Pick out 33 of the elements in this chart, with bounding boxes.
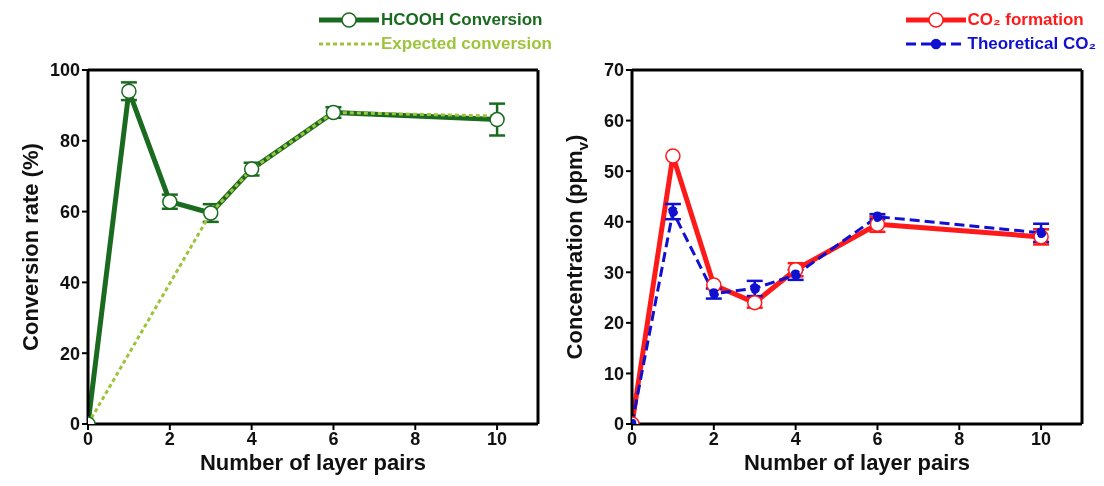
x-tick-label: 10	[487, 428, 508, 449]
y-tick-label: 40	[59, 272, 80, 293]
legend-label: HCOOH Conversion	[380, 10, 543, 30]
x-tick-label: 0	[82, 428, 94, 449]
legend-label: Theoretical CO₂	[967, 34, 1096, 54]
y-tick-label: 80	[59, 131, 80, 152]
x-tick-label: 4	[790, 428, 801, 449]
x-tick-label: 6	[872, 428, 883, 449]
legend-label: Expected conversion	[380, 34, 552, 54]
y-tick-label: 70	[603, 60, 624, 81]
y-tick-label: 0	[69, 414, 80, 435]
y-tick-label: 100	[49, 60, 80, 81]
y-tick-label: 50	[603, 161, 624, 182]
x-tick-label: 10	[1031, 428, 1052, 449]
x-tick-label: 8	[410, 428, 421, 449]
y-tick-label: 40	[603, 212, 624, 233]
x-axis-title: Number of layer pairs	[199, 450, 427, 475]
y-axis-title: Conversion rate (%)	[17, 143, 43, 351]
y-tick-label: 10	[603, 363, 624, 384]
y-tick-label: 20	[59, 343, 80, 364]
x-tick-label: 0	[626, 428, 638, 449]
y-tick-label: 60	[603, 110, 624, 131]
y-tick-label: 0	[613, 414, 624, 435]
x-tick-label: 2	[164, 428, 175, 449]
x-axis-title: Number of layer pairs	[743, 450, 971, 475]
x-tick-label: 8	[954, 428, 965, 449]
x-tick-label: 4	[246, 428, 257, 449]
y-tick-label: 20	[603, 313, 624, 334]
y-tick-label: 60	[59, 201, 80, 222]
x-tick-label: 6	[328, 428, 339, 449]
legend-label: CO₂ formation	[967, 10, 1084, 30]
x-tick-label: 2	[708, 428, 719, 449]
y-tick-label: 30	[603, 262, 624, 283]
